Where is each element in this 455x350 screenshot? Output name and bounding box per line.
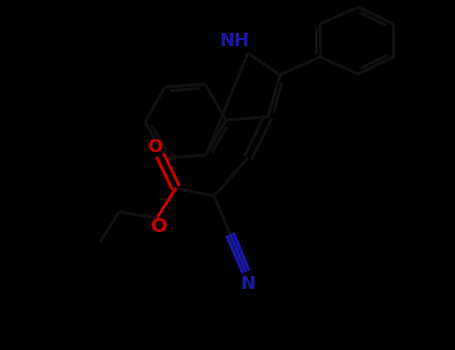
Text: O: O	[151, 217, 167, 236]
Text: O: O	[147, 138, 162, 156]
Text: N: N	[241, 275, 256, 293]
Text: NH: NH	[219, 32, 249, 50]
